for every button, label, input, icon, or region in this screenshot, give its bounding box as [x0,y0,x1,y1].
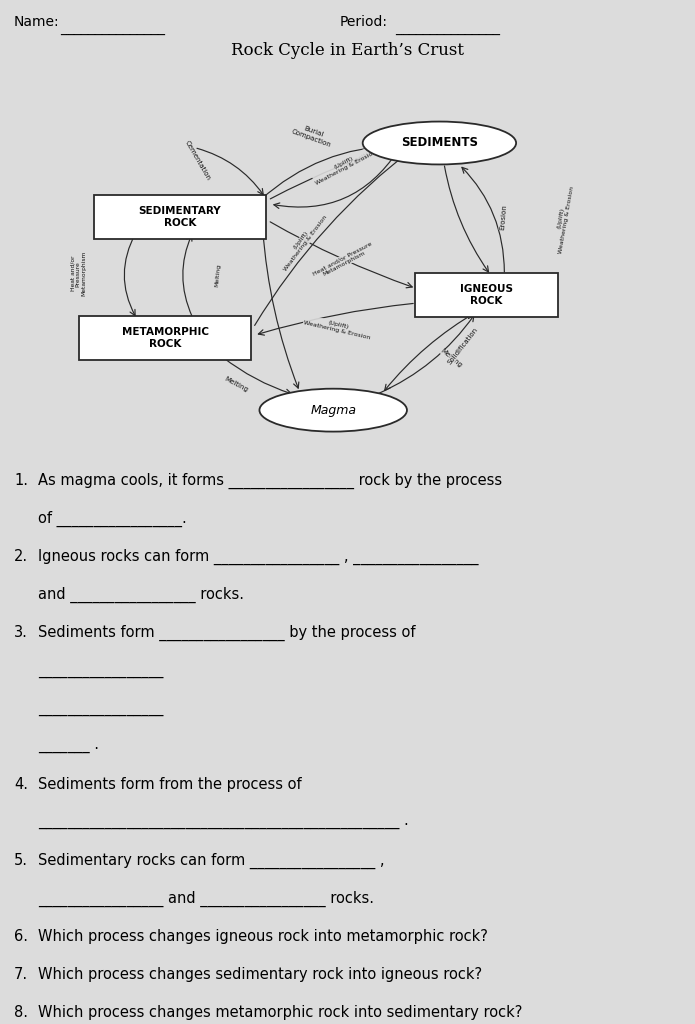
Text: Erosion: Erosion [499,204,507,230]
Text: Sedimentary rocks can form _________________ ,: Sedimentary rocks can form _____________… [38,853,384,869]
Text: Solidification: Solidification [447,327,480,366]
Text: _________________ and _________________ rocks.: _________________ and _________________ … [38,891,374,907]
Text: (Uplift)
Weathering & Erosion: (Uplift) Weathering & Erosion [552,184,575,254]
FancyBboxPatch shape [416,273,558,317]
Text: METAMORPHIC
ROCK: METAMORPHIC ROCK [122,328,208,349]
Text: As magma cools, it forms _________________ rock by the process: As magma cools, it forms _______________… [38,473,502,489]
Text: Sediments form _________________ by the process of: Sediments form _________________ by the … [38,625,416,641]
Text: and _________________ rocks.: and _________________ rocks. [38,587,244,603]
Text: _______________: _______________ [395,22,500,36]
Text: Melting: Melting [223,376,249,393]
Text: Heat and/or
Pressure
Metamorphism: Heat and/or Pressure Metamorphism [70,251,87,296]
Text: 6.: 6. [14,929,28,944]
Text: Burial
Compaction: Burial Compaction [291,122,334,148]
Text: _______ .: _______ . [38,739,99,754]
Text: 2.: 2. [14,549,28,564]
Text: _________________: _________________ [38,701,163,716]
Text: Rock Cycle in Earth’s Crust: Rock Cycle in Earth’s Crust [231,42,464,59]
Text: 3.: 3. [14,625,28,640]
Text: Which process changes metamorphic rock into sedimentary rock?: Which process changes metamorphic rock i… [38,1005,523,1020]
Text: SEDIMENTARY
ROCK: SEDIMENTARY ROCK [138,206,221,228]
Ellipse shape [363,122,516,165]
Text: Melting: Melting [215,263,222,287]
Text: Name:: Name: [14,15,60,29]
Text: Which process changes igneous rock into metamorphic rock?: Which process changes igneous rock into … [38,929,488,944]
Text: Sediments form from the process of: Sediments form from the process of [38,777,302,792]
Text: Deposition: Deposition [342,148,378,169]
Text: Heat and/or Pressure
Metamorphism: Heat and/or Pressure Metamorphism [311,241,375,282]
Text: _______________: _______________ [60,22,165,36]
FancyBboxPatch shape [94,196,266,239]
Text: (Uplift)
Weathering & Erosion: (Uplift) Weathering & Erosion [303,314,372,340]
Text: (Uplift)
Weathering & Erosion: (Uplift) Weathering & Erosion [312,144,377,186]
Text: SEDIMENTS: SEDIMENTS [401,136,478,150]
Text: of _________________.: of _________________. [38,511,187,527]
Text: 5.: 5. [14,853,28,868]
Text: Cementation: Cementation [183,139,211,181]
Text: 4.: 4. [14,777,28,792]
Ellipse shape [259,389,407,431]
Text: IGNEOUS
ROCK: IGNEOUS ROCK [460,285,513,306]
Text: _________________: _________________ [38,663,163,678]
Text: Melting: Melting [439,348,463,369]
Text: Igneous rocks can form _________________ , _________________: Igneous rocks can form _________________… [38,549,478,565]
FancyBboxPatch shape [79,316,251,360]
Text: Magma: Magma [310,403,357,417]
Text: 1.: 1. [14,473,28,488]
Text: _________________________________________________ .: ________________________________________… [38,815,409,830]
Text: (Uplift)
Weathering & Erosion: (Uplift) Weathering & Erosion [279,211,329,271]
Text: Period:: Period: [340,15,388,29]
Text: 8.: 8. [14,1005,28,1020]
Text: Which process changes sedimentary rock into igneous rock?: Which process changes sedimentary rock i… [38,967,482,982]
Text: 7.: 7. [14,967,28,982]
